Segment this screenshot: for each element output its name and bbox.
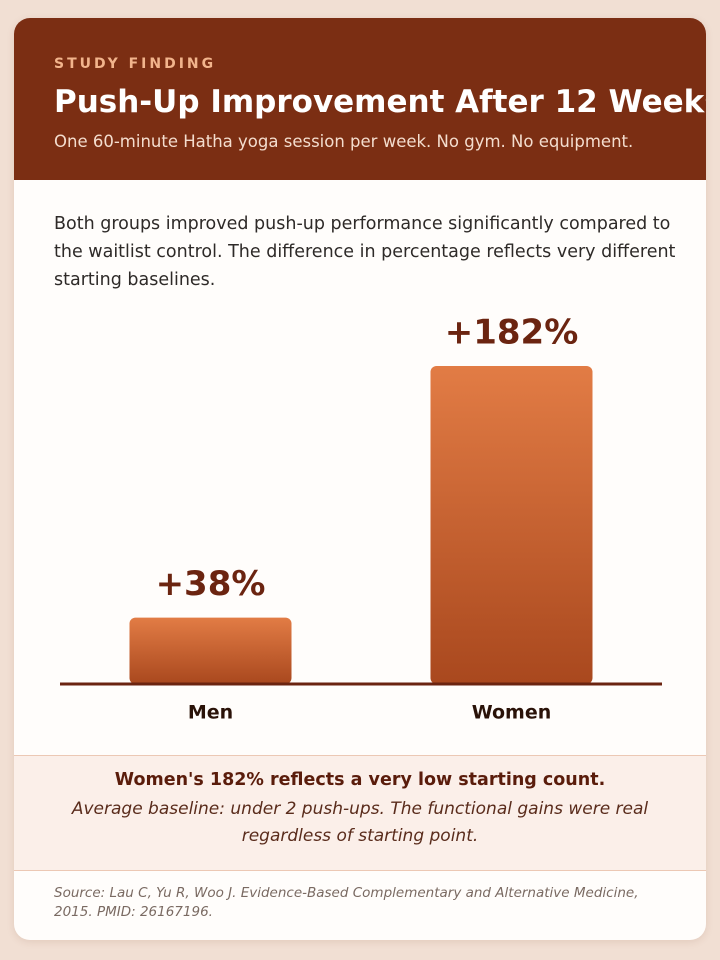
bar <box>129 617 292 684</box>
x-tick-label: Men <box>188 702 233 724</box>
x-tick-label: Women <box>472 702 552 724</box>
header: STUDY FINDING Push-Up Improvement After … <box>14 18 706 180</box>
source: Source: Lau C, Yu R, Woo J. Evidence-Bas… <box>54 885 639 920</box>
description: Both groups improved push-up performance… <box>54 214 676 290</box>
value-label: +38% <box>156 564 266 604</box>
eyebrow: STUDY FINDING <box>54 56 217 72</box>
title: Push-Up Improvement After 12 Weeks <box>54 84 706 120</box>
card: STUDY FINDING Push-Up Improvement After … <box>14 18 706 940</box>
chart: +38% Men +182% Women <box>60 313 662 724</box>
note: Women's 182% reflects a very low startin… <box>14 755 706 871</box>
note-text: Average baseline: under 2 push-ups. The … <box>71 799 649 846</box>
bar <box>430 366 593 684</box>
subtitle: One 60-minute Hatha yoga session per wee… <box>54 132 634 151</box>
value-label: +182% <box>445 313 579 353</box>
note-headline: Women's 182% reflects a very low startin… <box>114 770 606 790</box>
